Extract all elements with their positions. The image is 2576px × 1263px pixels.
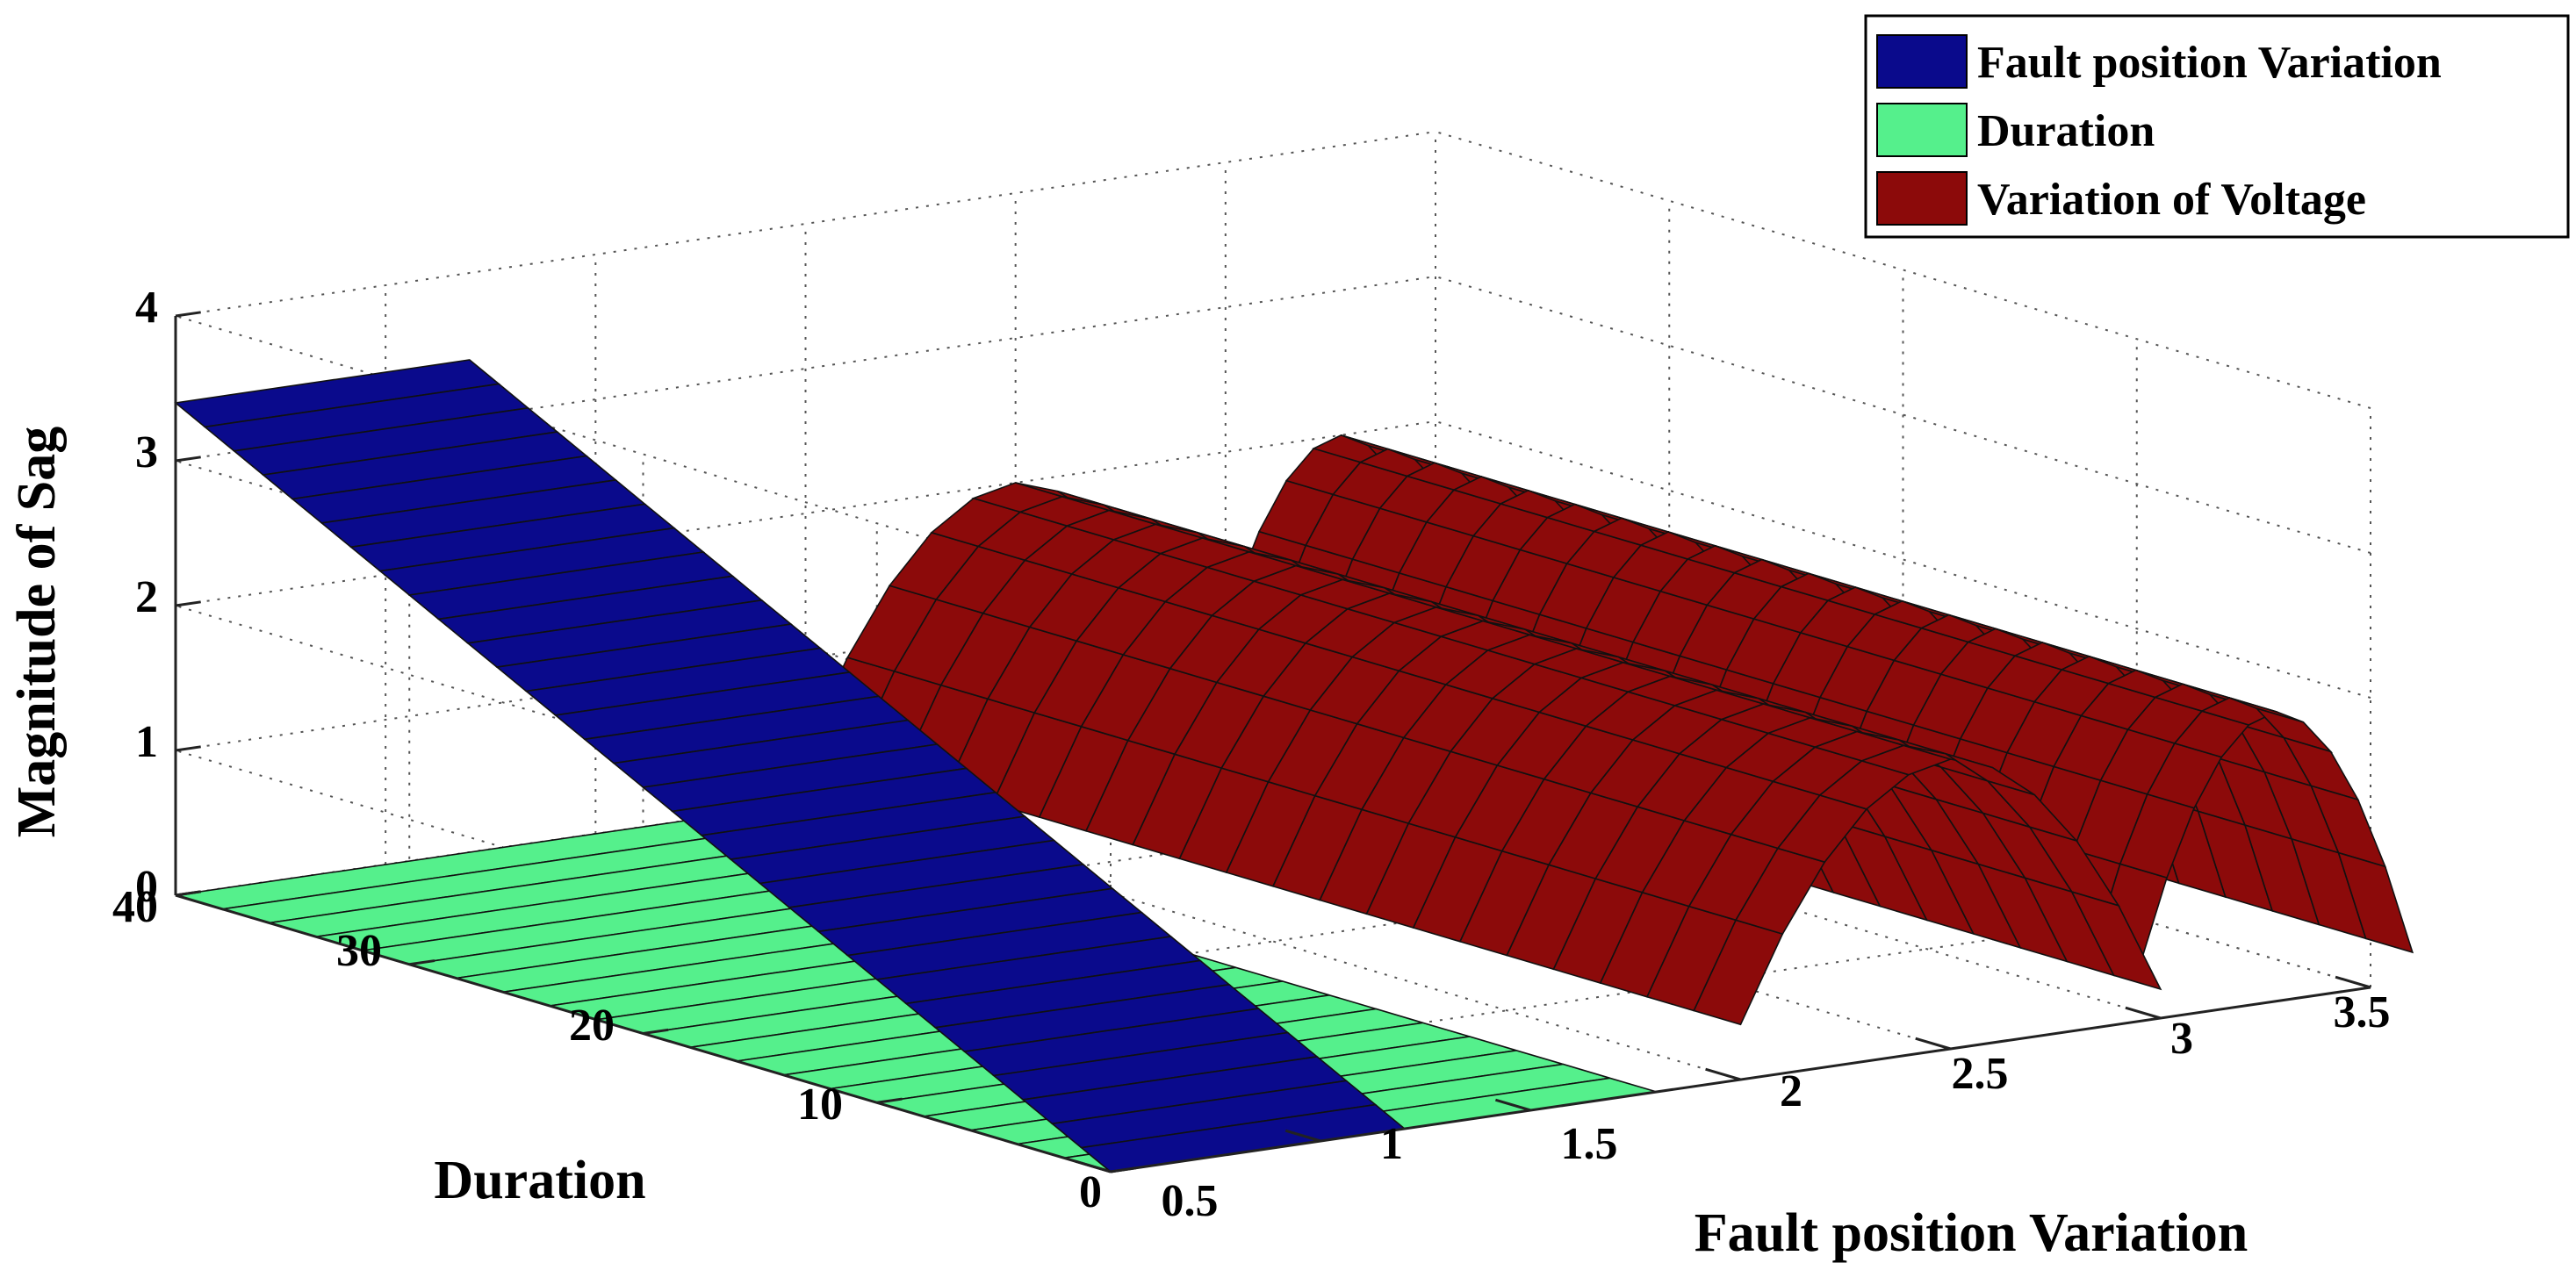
y-tick-label: 0 — [1079, 1167, 1102, 1217]
x-tick-label: 0.5 — [1162, 1176, 1219, 1226]
z-tick-label: 2 — [135, 572, 158, 622]
legend-swatch-fault-position — [1876, 34, 1968, 89]
legend-label-duration: Duration — [1977, 106, 2155, 156]
x-tick-label: 3.5 — [2334, 987, 2391, 1037]
z-tick-label: 3 — [135, 427, 158, 477]
y-tick-mark — [643, 1028, 669, 1035]
z-tick-labels: 0 1 2 3 4 — [135, 283, 158, 912]
y-tick-mark — [409, 959, 435, 966]
x-tick-label: 2 — [1780, 1066, 1802, 1116]
y-tick-label: 10 — [797, 1080, 843, 1130]
axes-layer — [174, 311, 2371, 1173]
surface-patch-variation-of-voltage — [2337, 851, 2414, 954]
z-tick-label: 1 — [135, 717, 158, 767]
legend-box — [1864, 14, 2570, 239]
gridline — [1435, 131, 2371, 409]
y-tick-label: 30 — [336, 926, 382, 976]
gridline — [1435, 276, 2371, 554]
gridline — [175, 750, 1112, 1028]
legend-label-fault-position: Fault position Variation — [1977, 38, 2442, 88]
x-tick-mark — [1494, 1098, 1531, 1112]
z-tick-mark — [175, 745, 201, 752]
x-tick-mark — [1915, 1037, 1952, 1051]
gridline — [175, 315, 1112, 593]
gridline — [175, 131, 1436, 317]
legend-swatch-variation-of-voltage — [1876, 171, 1968, 226]
z-tick-mark — [175, 890, 201, 897]
z-tick-mark — [175, 456, 201, 463]
y-tick-label: 20 — [569, 1001, 615, 1051]
x-tick-label: 1.5 — [1561, 1119, 1618, 1169]
y-tick-mark — [876, 1097, 903, 1104]
y-tick-labels: 0 10 20 30 40 — [112, 882, 1102, 1217]
legend-swatch-duration — [1876, 103, 1968, 157]
gridline — [1435, 420, 2371, 699]
x-tick-mark — [1075, 1159, 1112, 1173]
surface-layer — [174, 359, 2414, 1173]
y-tick-mark — [1110, 1166, 1136, 1173]
gridline — [175, 605, 1112, 883]
surface-patch-variation-of-voltage — [2070, 890, 2162, 991]
z-tick-mark — [175, 311, 201, 318]
x-tick-mark — [2335, 975, 2371, 989]
y-tick-label: 40 — [112, 882, 158, 932]
x-axis-label: Fault position Variation — [1695, 1203, 2248, 1263]
z-tick-mark — [175, 600, 201, 607]
x-tick-labels: 0.5 1 1.5 2 2.5 3 3.5 — [1162, 987, 2391, 1226]
x-tick-mark — [2125, 1006, 2162, 1020]
legend-label-variation-of-voltage: Variation of Voltage — [1977, 175, 2366, 225]
y-axis-label: Duration — [434, 1151, 645, 1210]
x-tick-mark — [1705, 1067, 1741, 1081]
legend: Fault position Variation Duration Variat… — [1864, 14, 2570, 239]
gridline — [175, 565, 1436, 751]
x-tick-label: 2.5 — [1952, 1049, 2009, 1099]
x-tick-label: 1 — [1380, 1119, 1403, 1169]
z-axis-label: Magnitude of Sag — [7, 427, 67, 837]
z-tick-label: 0 — [135, 862, 158, 912]
x-tick-label: 3 — [2170, 1014, 2193, 1064]
x-tick-mark — [1284, 1129, 1321, 1143]
z-tick-label: 4 — [135, 283, 158, 333]
